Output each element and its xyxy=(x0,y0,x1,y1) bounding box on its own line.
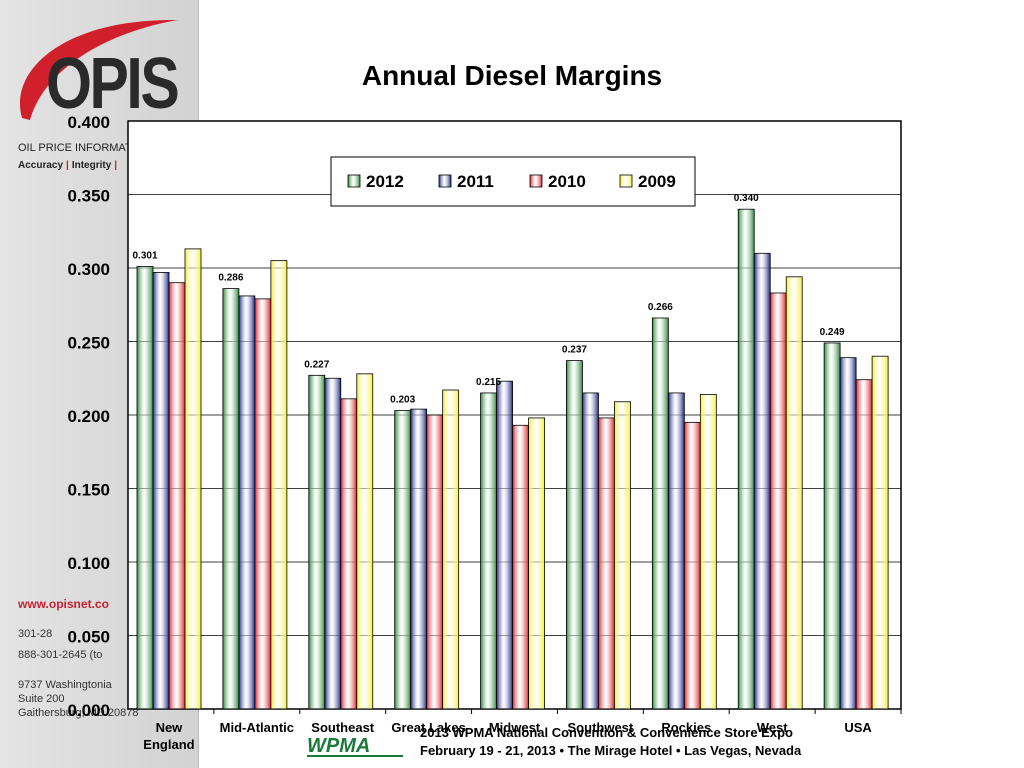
x-tick-label: West xyxy=(757,720,788,735)
data-label: 0.227 xyxy=(304,359,329,370)
bar-2011 xyxy=(753,252,771,710)
legend-swatch-2011 xyxy=(438,174,452,188)
bar-2010 xyxy=(683,421,701,710)
legend-swatch-2009 xyxy=(619,174,633,188)
bar-2009 xyxy=(442,389,460,710)
bar-2012 xyxy=(566,360,583,710)
wpma-logo: WPMA xyxy=(307,735,403,757)
bar-2011 xyxy=(839,357,857,710)
bar-2012 xyxy=(480,392,497,710)
legend-label-2009: 2009 xyxy=(638,172,676,191)
y-tick-label: 0.100 xyxy=(67,554,110,573)
logo-wordmark: OPIS xyxy=(46,44,180,124)
bar-2011 xyxy=(582,392,599,710)
bar-2012 xyxy=(222,288,240,710)
x-tick-label: England xyxy=(143,737,194,752)
phone-line-1: 301-28 xyxy=(18,628,53,640)
data-label: 0.286 xyxy=(218,273,243,284)
y-tick-label: 0.000 xyxy=(67,701,110,720)
phone-line-2: 888-301-2645 (to xyxy=(18,649,103,661)
bar-2011 xyxy=(238,295,256,710)
x-tick-label: Great Lakes xyxy=(391,720,465,735)
logo-tag-integrity: Integrity xyxy=(71,160,112,171)
bar-2012 xyxy=(823,342,841,710)
legend-label-2012: 2012 xyxy=(366,172,404,191)
x-tick-label: Rockies xyxy=(661,720,711,735)
bar-2011 xyxy=(496,380,513,710)
y-tick-label: 0.250 xyxy=(67,334,110,353)
bar-2010 xyxy=(426,414,444,710)
logo-tagline: Accuracy | Integrity | xyxy=(18,160,118,171)
logo-subtitle: OIL PRICE INFORMATI xyxy=(18,142,135,154)
bar-2009 xyxy=(270,260,288,710)
data-label: 0.203 xyxy=(390,395,415,406)
data-label: 0.301 xyxy=(132,251,157,262)
data-label: 0.266 xyxy=(648,302,673,313)
bar-2011 xyxy=(410,408,428,710)
data-label: 0.249 xyxy=(820,327,845,338)
bar-2010 xyxy=(598,417,615,710)
bar-2012 xyxy=(136,266,154,710)
website-link[interactable]: www.opisnet.co xyxy=(18,597,109,611)
address-line-3: Gaithersburg, MD 20878 xyxy=(18,707,139,719)
bar-2011 xyxy=(324,377,342,710)
bar-2012 xyxy=(737,208,755,710)
legend-swatch-2010 xyxy=(529,174,543,188)
y-tick-label: 0.050 xyxy=(67,628,110,647)
x-tick-label: New xyxy=(156,720,184,735)
x-tick-label: Mid-Atlantic xyxy=(220,720,294,735)
bar-2009 xyxy=(184,248,202,710)
bar-2010 xyxy=(340,398,358,710)
bar-2011 xyxy=(667,392,685,710)
x-tick-label: Midwest xyxy=(489,720,541,735)
bar-2009 xyxy=(528,417,545,710)
logo-tag-accuracy: Accuracy xyxy=(18,160,64,171)
y-tick-label: 0.150 xyxy=(67,481,110,500)
logo-swoosh-icon xyxy=(19,19,178,120)
bar-2010 xyxy=(512,424,529,710)
x-tick-label: USA xyxy=(844,720,872,735)
y-tick-label: 0.350 xyxy=(67,187,110,206)
x-tick-label: Southeast xyxy=(311,720,375,735)
bar-2012 xyxy=(651,317,669,710)
bar-2010 xyxy=(254,298,272,710)
bar-2009 xyxy=(785,276,803,710)
data-label: 0.237 xyxy=(562,345,587,356)
y-tick-label: 0.400 xyxy=(67,113,110,132)
bar-2010 xyxy=(168,282,186,710)
address-line-2: Suite 200 xyxy=(18,693,65,705)
bar-2012 xyxy=(308,374,326,710)
bar-2009 xyxy=(699,394,717,710)
x-tick-label: Southwest xyxy=(568,720,634,735)
legend-label-2011: 2011 xyxy=(457,172,494,191)
bar-2011 xyxy=(152,272,170,710)
y-tick-label: 0.200 xyxy=(67,407,110,426)
address-line-1: 9737 Washingtonia xyxy=(18,679,112,691)
bar-2009 xyxy=(356,373,374,710)
legend-label-2010: 2010 xyxy=(548,172,586,191)
bar-2012 xyxy=(394,410,412,710)
y-tick-label: 0.300 xyxy=(67,260,110,279)
opis-logo: OPIS xyxy=(8,8,198,138)
wpma-logo-text: WPMA xyxy=(307,735,370,757)
bar-2009 xyxy=(871,355,889,710)
data-label: 0.340 xyxy=(734,193,759,204)
chart-title: Annual Diesel Margins xyxy=(361,60,663,91)
data-label: 0.215 xyxy=(476,377,501,388)
legend-box xyxy=(330,156,696,207)
bar-2009 xyxy=(614,401,631,710)
bar-2010 xyxy=(855,379,873,710)
bar-2010 xyxy=(769,292,787,710)
footer-line-2: February 19 - 21, 2013 • The Mirage Hote… xyxy=(420,743,802,758)
legend-swatch-2012 xyxy=(347,174,361,188)
footer-line-1: 2013 WPMA National Convention & Convenie… xyxy=(420,725,793,740)
